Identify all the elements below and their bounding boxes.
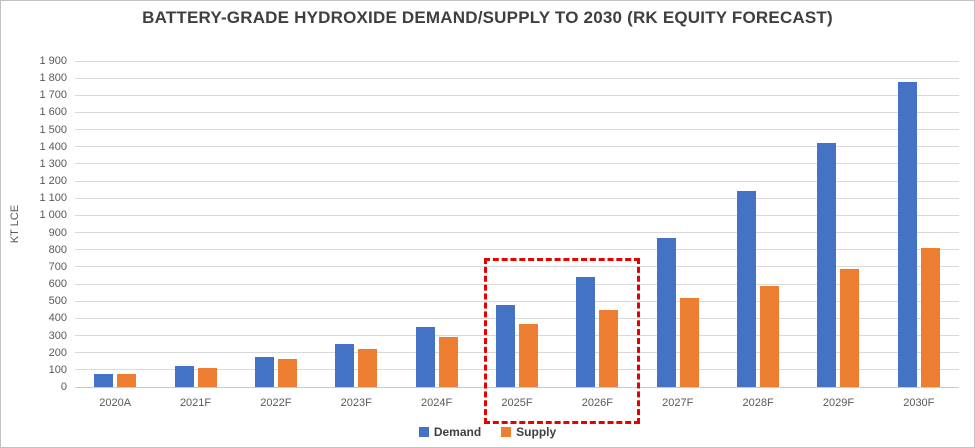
gridline xyxy=(75,335,959,337)
bar-supply-2022F xyxy=(277,358,297,387)
bar-supply-2028F xyxy=(760,285,780,387)
x-tick-label-2022F: 2022F xyxy=(260,397,292,409)
y-tick-label: 1 100 xyxy=(39,192,67,205)
x-tick-label-2029F: 2029F xyxy=(822,397,855,409)
x-tick-label-2028F: 2028F xyxy=(742,397,774,409)
bar-demand-2026F xyxy=(576,277,596,387)
gridline xyxy=(75,60,959,62)
x-axis-line xyxy=(75,386,959,388)
gridline xyxy=(75,249,959,251)
y-tick-label: 500 xyxy=(48,295,67,308)
y-tick-label: 700 xyxy=(48,260,67,273)
bar-demand-2028F xyxy=(737,191,757,387)
x-tick-label-2030F: 2030F xyxy=(903,397,935,409)
bar-supply-2029F xyxy=(840,268,860,387)
bar-demand-2029F xyxy=(817,143,837,387)
x-tick-label-2023F: 2023F xyxy=(340,397,372,409)
gridline xyxy=(75,94,959,96)
x-tick-label-2020A: 2020A xyxy=(99,397,132,409)
x-tick-label-2024F: 2024F xyxy=(421,397,453,409)
y-tick-label: 900 xyxy=(48,226,67,239)
bar-supply-2026F xyxy=(599,309,619,387)
bar-demand-2021F xyxy=(174,366,194,387)
bar-supply-2020A xyxy=(117,374,137,387)
legend: Demand Supply xyxy=(1,422,974,442)
x-tick-label-2027F: 2027F xyxy=(662,397,694,409)
y-tick-label: 1 200 xyxy=(39,175,67,188)
y-tick-label: 1 800 xyxy=(39,72,67,85)
gridline xyxy=(75,283,959,285)
legend-swatch-supply-icon xyxy=(501,427,512,437)
chart-title: BATTERY-GRADE HYDROXIDE DEMAND/SUPPLY TO… xyxy=(142,8,833,27)
bar-supply-2027F xyxy=(679,297,699,387)
legend-label-supply: Supply xyxy=(516,425,557,439)
gridline xyxy=(75,77,959,79)
y-tick-label: 600 xyxy=(48,278,67,291)
bar-demand-2023F xyxy=(335,344,355,387)
y-tick-label: 1 900 xyxy=(39,55,67,67)
y-tick-label: 1 300 xyxy=(39,157,67,170)
gridline xyxy=(75,232,959,234)
y-tick-label: 800 xyxy=(48,243,67,256)
bar-demand-2030F xyxy=(897,81,917,387)
bar-supply-2024F xyxy=(438,337,458,387)
bar-demand-2027F xyxy=(656,237,676,387)
y-tick-label: 100 xyxy=(48,363,67,376)
gridline xyxy=(75,197,959,199)
legend-item-supply: Supply xyxy=(501,425,556,439)
bar-supply-2023F xyxy=(358,349,378,387)
bar-demand-2024F xyxy=(415,326,435,387)
y-tick-label: 1 400 xyxy=(39,140,67,153)
y-tick-label: 1 000 xyxy=(39,209,67,222)
bar-supply-2025F xyxy=(519,324,538,387)
gridline xyxy=(75,317,959,319)
bar-demand-2025F xyxy=(496,304,515,387)
gridline xyxy=(75,214,959,216)
gridline xyxy=(75,300,959,302)
gridline xyxy=(75,146,959,148)
y-tick-label: 200 xyxy=(48,346,67,359)
y-tick-label: 400 xyxy=(48,312,67,325)
gridline xyxy=(75,163,959,165)
bar-demand-2022F xyxy=(254,356,274,387)
y-tick-label: 0 xyxy=(60,381,67,393)
gridline xyxy=(75,180,959,182)
y-tick-label: 1 500 xyxy=(39,123,67,136)
x-tick-label-2021F: 2021F xyxy=(179,397,212,409)
forecast-highlight-box xyxy=(483,258,640,424)
gridline xyxy=(75,369,959,371)
plot-area xyxy=(75,60,959,388)
legend-item-demand: Demand xyxy=(418,425,482,439)
gridline xyxy=(75,266,959,268)
x-tick-label-2026F: 2026F xyxy=(581,397,613,409)
bar-supply-2030F xyxy=(920,248,940,387)
legend-swatch-demand-icon xyxy=(418,427,429,437)
y-tick-label: 300 xyxy=(48,329,67,342)
legend-label-demand: Demand xyxy=(433,425,482,439)
gridline xyxy=(75,111,959,113)
y-tick-label: 1 600 xyxy=(39,106,67,119)
gridline xyxy=(75,129,959,131)
y-tick-label: 1 700 xyxy=(39,89,67,102)
gridline xyxy=(75,352,959,354)
x-tick-label-2025F: 2025F xyxy=(501,397,533,409)
bar-supply-2021F xyxy=(197,368,217,387)
bar-demand-2020A xyxy=(94,374,114,387)
